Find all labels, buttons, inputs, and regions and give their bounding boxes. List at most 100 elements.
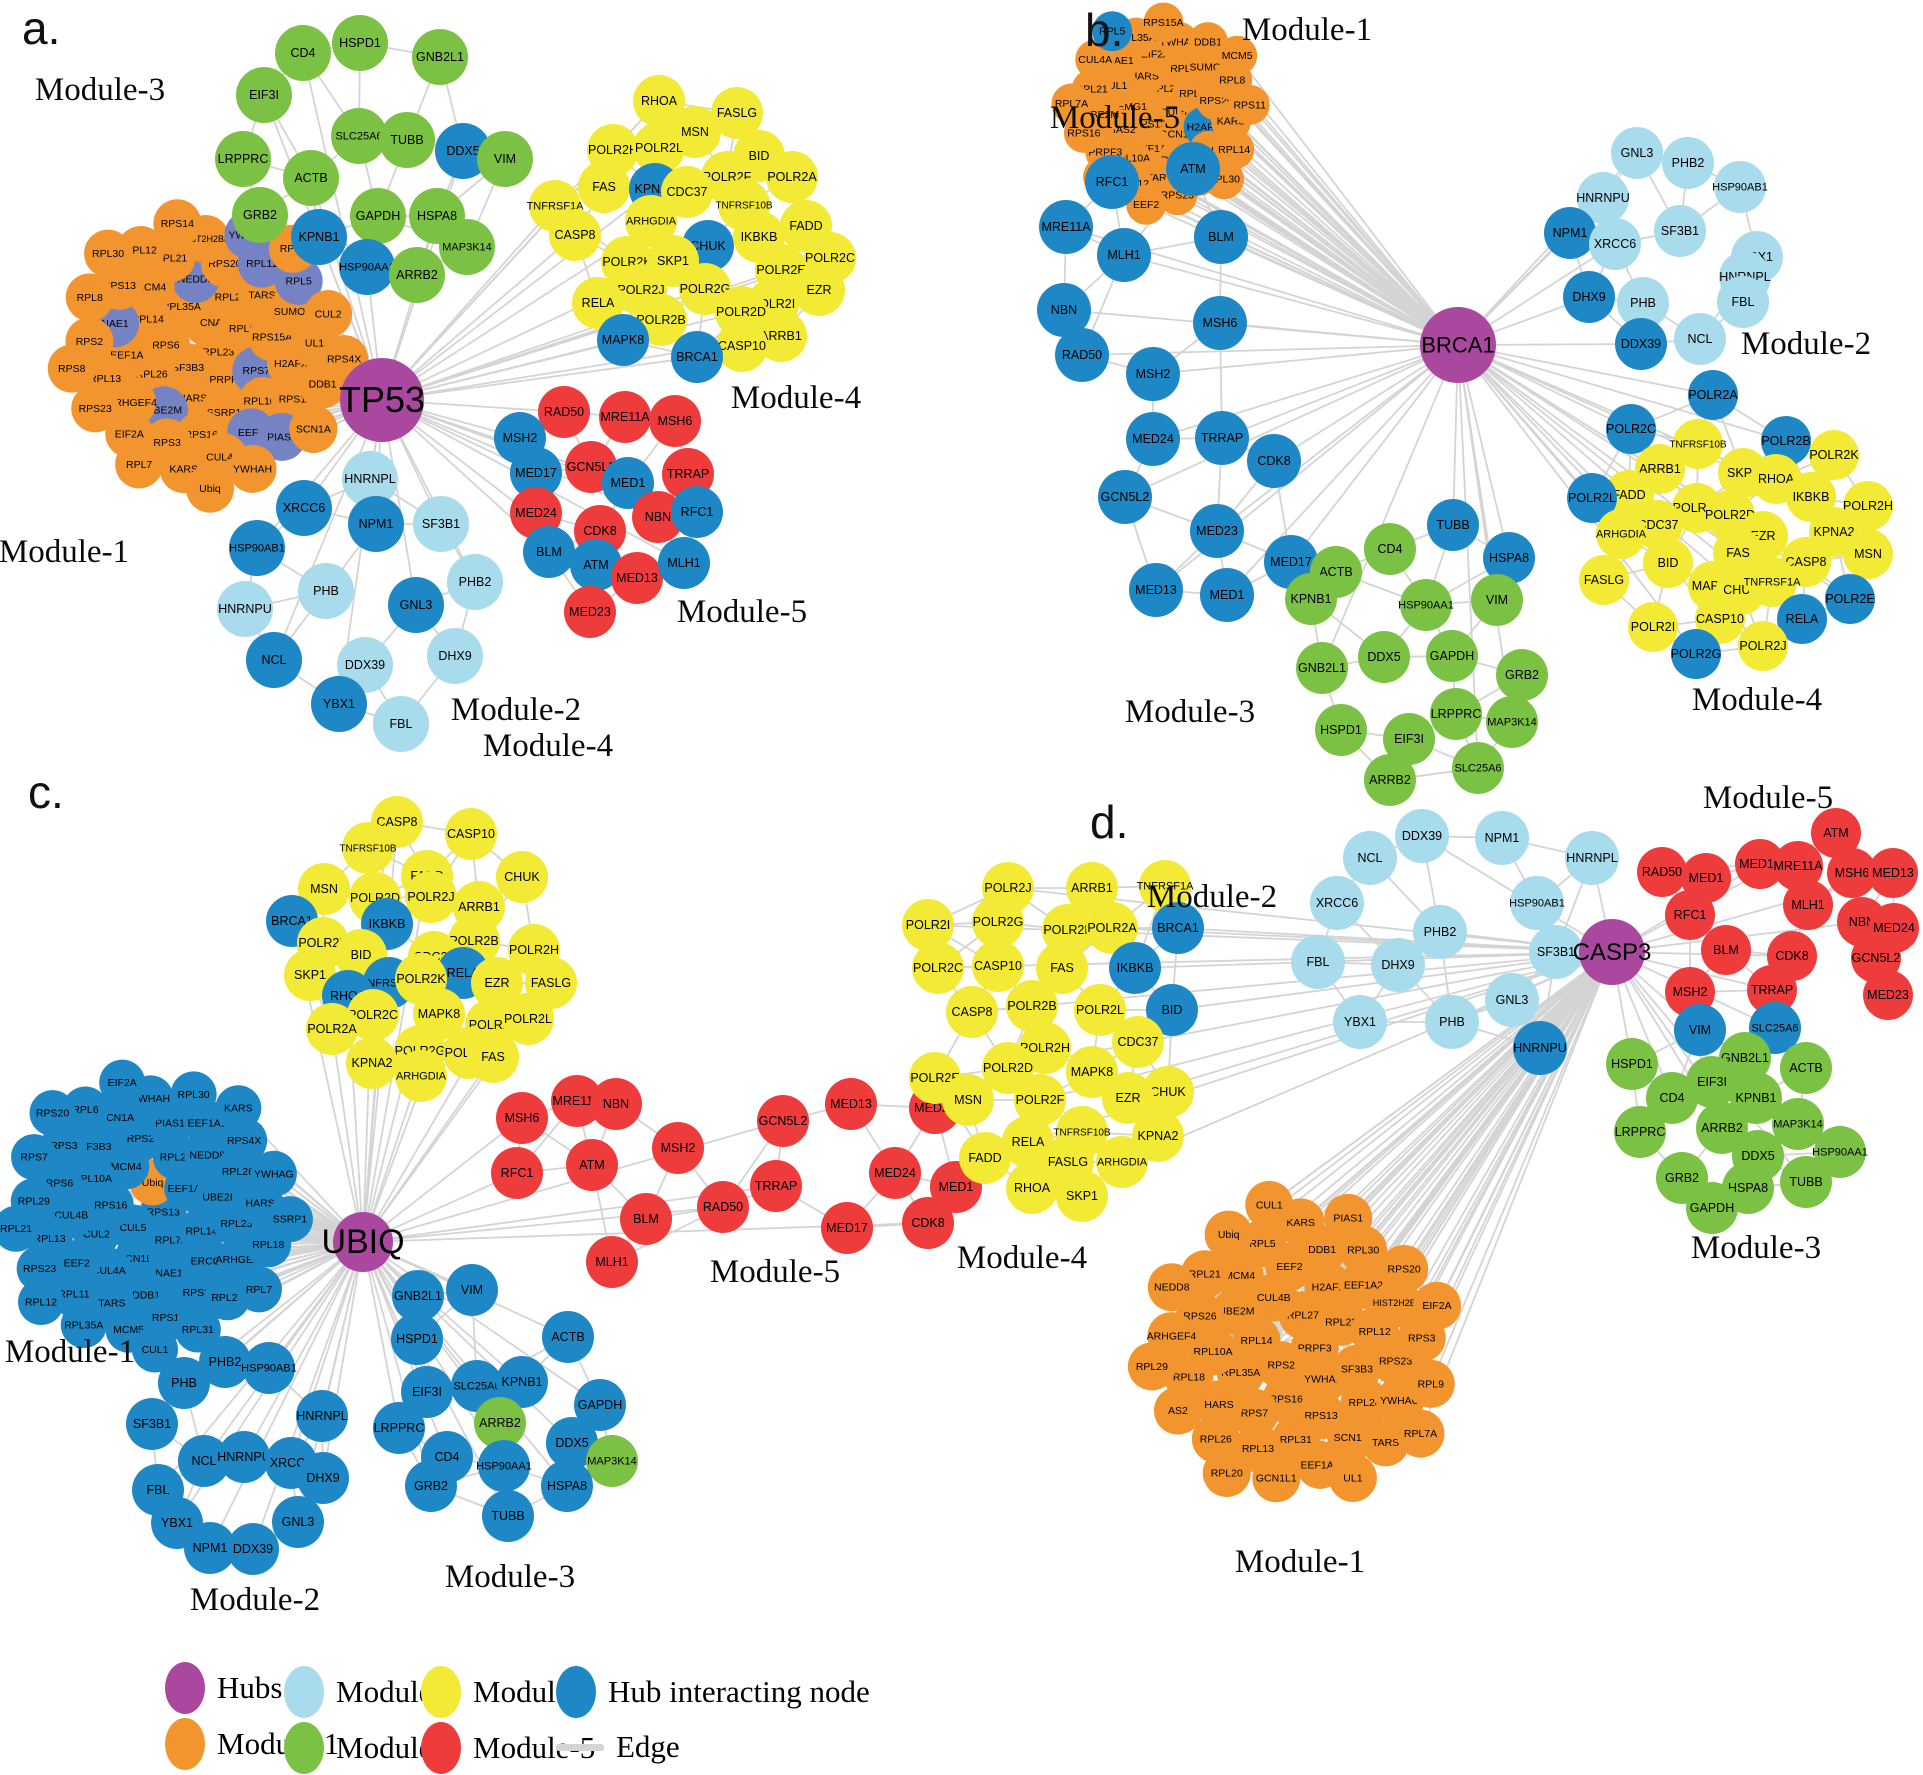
- svg-text:POLR2H: POLR2H: [588, 143, 638, 157]
- node-MAP3K14: [586, 1435, 638, 1487]
- svg-text:FBL: FBL: [390, 717, 413, 731]
- svg-text:FASLG: FASLG: [1048, 1155, 1088, 1169]
- svg-text:RPS16: RPS16: [1270, 1394, 1303, 1406]
- node-POLR2G: [972, 896, 1024, 948]
- svg-text:KARS: KARS: [224, 1103, 253, 1115]
- node-HSPD1: [1315, 704, 1367, 756]
- node-RPS20: [1380, 1244, 1429, 1293]
- svg-text:EIF3I: EIF3I: [1697, 1075, 1727, 1089]
- hub-node-CASP3: [1579, 919, 1645, 985]
- svg-text:HNRNPL: HNRNPL: [1566, 851, 1617, 865]
- svg-text:DHX9: DHX9: [1572, 290, 1605, 304]
- node-EIF3I: [236, 67, 292, 123]
- node-EIF2A: [1412, 1281, 1461, 1330]
- svg-text:MLH1: MLH1: [595, 1255, 628, 1269]
- svg-text:DDX39: DDX39: [345, 658, 385, 672]
- svg-text:CHUK: CHUK: [504, 870, 540, 884]
- svg-text:MED24: MED24: [1873, 921, 1915, 935]
- svg-text:HSP90AA1: HSP90AA1: [1398, 600, 1454, 612]
- svg-text:MAP3K14: MAP3K14: [587, 1456, 637, 1468]
- node-GCN1L1: [1252, 1454, 1301, 1503]
- node-HSPD1: [391, 1313, 443, 1365]
- svg-text:GAPDH: GAPDH: [578, 1398, 622, 1412]
- node-TNFRSF10B: [1673, 419, 1723, 469]
- svg-text:RPL29: RPL29: [1136, 1361, 1168, 1373]
- svg-text:MED1: MED1: [1689, 871, 1724, 885]
- panel-letter-d: d.: [1090, 796, 1128, 848]
- svg-text:GAPDH: GAPDH: [1430, 649, 1474, 663]
- svg-text:RPL13: RPL13: [1242, 1443, 1274, 1455]
- svg-text:RPL35A: RPL35A: [64, 1319, 103, 1331]
- svg-text:PHB2: PHB2: [1424, 925, 1457, 939]
- svg-text:CD4: CD4: [1659, 1091, 1684, 1105]
- module-label: Module-3: [1691, 1230, 1821, 1266]
- node-CUL1: [132, 1326, 179, 1373]
- svg-text:ARRB2: ARRB2: [1701, 1121, 1743, 1135]
- svg-text:POLR2J: POLR2J: [617, 283, 664, 297]
- svg-text:RPL24: RPL24: [1349, 1397, 1381, 1409]
- svg-text:GAPDH: GAPDH: [356, 209, 400, 223]
- node-DDX5: [1358, 631, 1410, 683]
- svg-text:EIF2A: EIF2A: [115, 428, 144, 440]
- node-TUBB: [1780, 1156, 1832, 1208]
- svg-text:VIM: VIM: [494, 152, 516, 166]
- node-TNFRSF1A: [1139, 860, 1191, 912]
- node-FAS: [1036, 942, 1088, 994]
- svg-text:HNRNPU: HNRNPU: [1513, 1041, 1566, 1055]
- module-2: GNL3PHB2HSP90AB1HNRNPUNPM1SF3B1XRCC6YBX1…: [1544, 127, 1783, 370]
- node-XRCC6: [1310, 876, 1364, 930]
- node-CDK8: [902, 1197, 954, 1249]
- svg-text:RHOA: RHOA: [1758, 472, 1795, 486]
- node-PHB: [1425, 995, 1479, 1049]
- node-XRCC6: [1589, 218, 1641, 270]
- svg-text:HSP90AA1: HSP90AA1: [476, 1461, 532, 1473]
- svg-text:DDB1: DDB1: [1194, 37, 1222, 49]
- node-VIM: [477, 131, 533, 187]
- svg-text:SLC25A6: SLC25A6: [1454, 763, 1501, 775]
- svg-text:RPS23: RPS23: [1379, 1355, 1412, 1367]
- svg-text:POLR2C: POLR2C: [348, 1008, 398, 1022]
- svg-text:NCL: NCL: [1357, 851, 1382, 865]
- svg-text:CDK8: CDK8: [1257, 454, 1290, 468]
- node-PHB2: [447, 554, 503, 610]
- node-EIF3I: [1383, 713, 1435, 765]
- svg-text:PHB2: PHB2: [459, 575, 492, 589]
- svg-text:PIAS1: PIAS1: [267, 431, 297, 443]
- module-2: HNRNPL XRCC6 NPM1 SF3B1 HSP90AB1 PHB PHB2 GNL3 H…: [217, 451, 503, 752]
- panel-b: CUL5RPS13RPL23GCN1L1EMG1RPL6EEF1A1HARSH2…: [1037, 2, 1893, 806]
- svg-text:NBN: NBN: [1849, 915, 1875, 929]
- svg-text:POLR2C: POLR2C: [805, 251, 855, 265]
- svg-text:DDX39: DDX39: [233, 1542, 273, 1556]
- node-KPNA2: [346, 1037, 398, 1089]
- node-RPL12: [18, 1279, 65, 1326]
- svg-text:GCN5L2: GCN5L2: [1101, 490, 1150, 504]
- svg-text:MED13: MED13: [1872, 866, 1914, 880]
- svg-text:TRRAP: TRRAP: [667, 467, 709, 481]
- node-RELA: [1002, 1116, 1054, 1168]
- svg-text:RPS16: RPS16: [94, 1200, 127, 1212]
- node-PHB2: [1413, 905, 1467, 959]
- svg-text:MCM5: MCM5: [113, 1324, 144, 1336]
- node-BRCA1: [1152, 902, 1204, 954]
- svg-text:EIF3I: EIF3I: [412, 1385, 442, 1399]
- node-GNL3: [272, 1496, 324, 1548]
- node-FASLG: [1579, 555, 1629, 605]
- svg-text:FADD: FADD: [968, 1151, 1001, 1165]
- svg-text:RPL6: RPL6: [229, 323, 255, 335]
- svg-text:RPL31: RPL31: [1280, 1434, 1312, 1446]
- node-SSRP1: [266, 1196, 313, 1243]
- svg-text:HSPD1: HSPD1: [396, 1332, 438, 1346]
- svg-text:ARRB2: ARRB2: [1369, 773, 1411, 787]
- svg-text:RELA: RELA: [1012, 1135, 1045, 1149]
- svg-text:MLH1: MLH1: [1107, 248, 1140, 262]
- node-HSP90AA1: [339, 239, 395, 295]
- svg-text:MAP3K14: MAP3K14: [442, 242, 492, 254]
- svg-text:ARRB2: ARRB2: [396, 268, 438, 282]
- svg-text:MCM4: MCM4: [111, 1161, 142, 1173]
- svg-text:EEF1A1: EEF1A1: [188, 1118, 227, 1130]
- node-GNB2L1: [412, 29, 468, 85]
- node-RPL20: [1202, 1448, 1251, 1497]
- svg-text:RPS20: RPS20: [36, 1108, 69, 1120]
- svg-text:MRE11A: MRE11A: [600, 410, 650, 424]
- svg-text:RPS13: RPS13: [147, 1206, 180, 1218]
